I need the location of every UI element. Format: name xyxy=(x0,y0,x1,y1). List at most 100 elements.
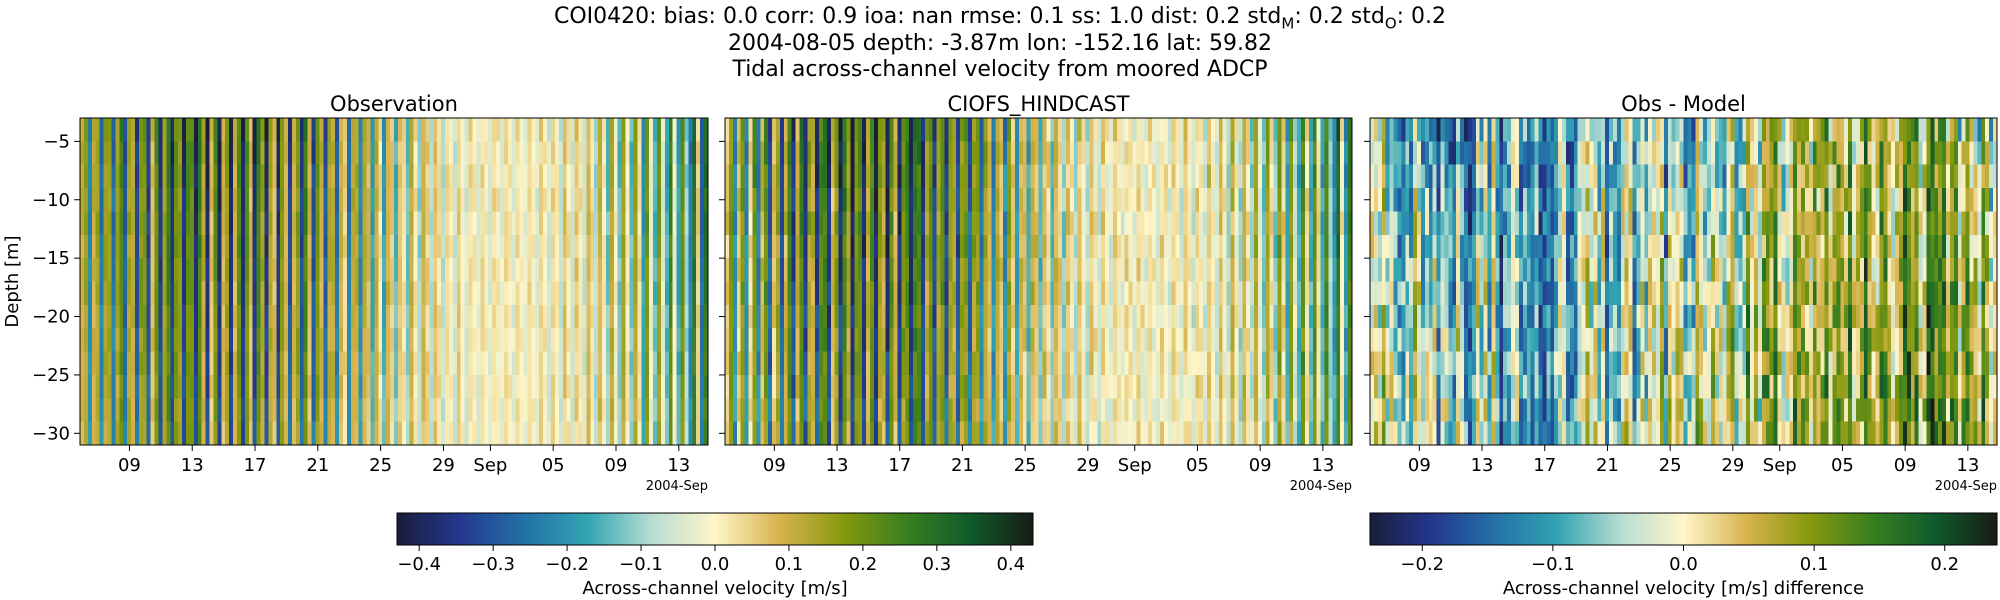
heatmap-cell xyxy=(696,164,701,189)
heatmap-cell xyxy=(1179,374,1184,399)
heatmap-cell xyxy=(394,281,399,306)
heatmap-cell xyxy=(252,118,258,142)
heatmap-cell xyxy=(570,421,575,446)
heatmap-cell xyxy=(1156,164,1161,189)
heatmap-cell xyxy=(1183,211,1188,236)
heatmap-cell xyxy=(539,234,544,259)
heatmap-cell xyxy=(948,211,953,236)
heatmap-cell xyxy=(668,188,674,212)
heatmap-cell xyxy=(649,328,654,352)
heatmap-cell xyxy=(378,281,383,306)
heatmap-cell xyxy=(582,281,587,306)
heatmap-cell xyxy=(1265,304,1271,329)
heatmap-cell xyxy=(401,351,407,376)
heatmap-cell xyxy=(350,164,356,189)
heatmap-cell xyxy=(1344,398,1349,423)
heatmap-cell xyxy=(1097,211,1102,236)
heatmap-cell xyxy=(748,374,753,399)
heatmap-cell xyxy=(1163,421,1169,446)
heatmap-cell xyxy=(295,258,301,282)
heatmap-cell xyxy=(276,188,281,212)
heatmap-cell xyxy=(386,374,391,399)
heatmap-cell xyxy=(795,304,800,329)
heatmap-cell xyxy=(1218,211,1224,236)
heatmap-cell xyxy=(1479,188,1485,212)
heatmap-cell xyxy=(1167,281,1173,306)
heatmap-cell xyxy=(268,351,273,376)
heatmap-cell xyxy=(822,351,828,376)
heatmap-cell xyxy=(834,118,840,142)
heatmap-cell xyxy=(783,374,789,399)
heatmap-cell xyxy=(1397,258,1402,282)
heatmap-cell xyxy=(633,398,638,423)
heatmap-cell xyxy=(496,374,501,399)
heatmap-cell xyxy=(1242,211,1247,236)
heatmap-cell xyxy=(1377,304,1383,329)
heatmap-cell xyxy=(437,374,442,399)
heatmap-cell xyxy=(566,304,572,329)
heatmap-cell xyxy=(617,421,623,446)
heatmap-cell xyxy=(488,281,493,306)
heatmap-cell xyxy=(1011,374,1016,399)
heatmap-cell xyxy=(590,304,595,329)
heatmap-cell xyxy=(201,421,207,446)
heatmap-cell xyxy=(1312,211,1318,236)
heatmap-cell xyxy=(862,118,867,142)
heatmap-cell xyxy=(221,234,226,259)
heatmap-cell xyxy=(928,421,934,446)
heatmap-cell xyxy=(119,234,124,259)
heatmap-cell xyxy=(1077,141,1083,166)
heatmap-cell xyxy=(386,234,391,259)
heatmap-cell xyxy=(1003,188,1008,212)
heatmap-cell xyxy=(1246,398,1251,423)
heatmap-cell xyxy=(1214,234,1220,259)
heatmap-cell xyxy=(358,374,364,399)
heatmap-cell xyxy=(1373,328,1379,352)
heatmap-cell xyxy=(1050,398,1055,423)
heatmap-cell xyxy=(397,211,403,236)
heatmap-cell xyxy=(696,351,701,376)
heatmap-cell xyxy=(633,234,638,259)
heatmap-cell xyxy=(496,281,501,306)
heatmap-cell xyxy=(952,118,957,142)
heatmap-cell xyxy=(1475,258,1481,282)
heatmap-cell xyxy=(1026,328,1032,352)
heatmap-cell xyxy=(421,421,426,446)
heatmap-cell xyxy=(1452,234,1457,259)
heatmap-cell xyxy=(193,374,199,399)
heatmap-cell xyxy=(452,141,458,166)
heatmap-cell xyxy=(1034,398,1039,423)
heatmap-cell xyxy=(382,351,387,376)
heatmap-cell xyxy=(1093,421,1098,446)
heatmap-cell xyxy=(822,374,828,399)
heatmap-cell xyxy=(437,141,442,166)
heatmap-cell xyxy=(688,398,693,423)
heatmap-cell xyxy=(1112,398,1118,423)
heatmap-cell xyxy=(1042,164,1047,189)
heatmap-cell xyxy=(519,281,524,306)
heatmap-cell xyxy=(1417,118,1422,142)
heatmap-cell xyxy=(523,328,528,352)
heatmap xyxy=(1370,118,1998,446)
heatmap-cell xyxy=(680,374,685,399)
heatmap-cell xyxy=(1293,351,1298,376)
heatmap-cell xyxy=(1140,421,1145,446)
heatmap-cell xyxy=(229,141,234,166)
heatmap-cell xyxy=(240,118,246,142)
heatmap-cell xyxy=(948,281,953,306)
heatmap-cell xyxy=(1230,188,1235,212)
heatmap-cell xyxy=(1316,398,1322,423)
heatmap-cell xyxy=(394,374,399,399)
heatmap-cell xyxy=(881,234,887,259)
heatmap-cell xyxy=(936,304,941,329)
heatmap-cell xyxy=(1389,421,1394,446)
heatmap-cell xyxy=(1171,374,1177,399)
heatmap-cell xyxy=(162,141,167,166)
heatmap-cell xyxy=(1144,164,1149,189)
heatmap-cell xyxy=(425,351,430,376)
heatmap-cell xyxy=(1308,211,1314,236)
heatmap-cell xyxy=(535,234,540,259)
heatmap-cell xyxy=(594,141,599,166)
heatmap-cell xyxy=(932,118,938,142)
heatmap-cell xyxy=(1214,421,1220,446)
